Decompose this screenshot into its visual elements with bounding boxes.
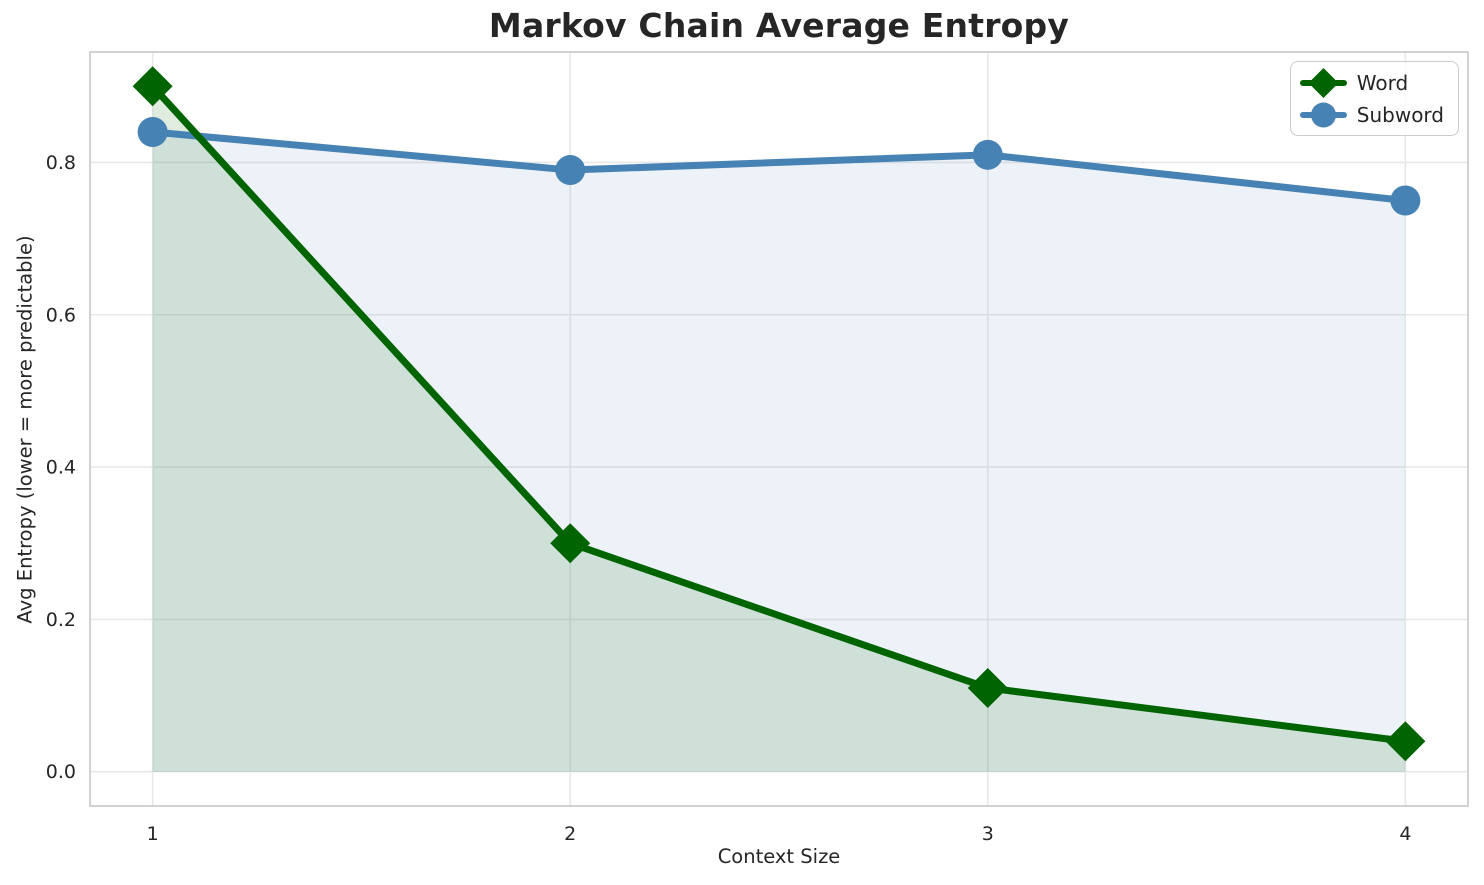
legend-circle-icon	[1310, 102, 1336, 127]
plot-border	[89, 51, 1469, 807]
series-line-subword	[149, 128, 1409, 205]
x-tick-label: 3	[982, 823, 994, 845]
y-axis-label: Avg Entropy (lower = more predictable)	[13, 234, 37, 624]
legend-item-label: Word	[1356, 70, 1409, 95]
marker-word	[132, 66, 173, 107]
chart-title: Markov Chain Average Entropy	[488, 6, 1070, 45]
marker-subword	[972, 139, 1003, 170]
marker-subword	[1390, 185, 1421, 216]
legend-diamond-icon	[1308, 67, 1339, 98]
marker-word	[967, 667, 1008, 708]
y-tick-label: 0.4	[46, 457, 76, 479]
marker-word	[550, 523, 591, 564]
plot-area	[90, 52, 1468, 806]
y-tick-label: 0.0	[46, 761, 76, 783]
y-tick-label: 0.6	[46, 304, 76, 326]
legend-marker-word	[1299, 67, 1347, 98]
series-fill-word	[152, 86, 1406, 772]
series-line-word	[149, 82, 1409, 745]
y-tick-label: 0.8	[46, 152, 76, 174]
x-tick-label: 1	[147, 823, 159, 845]
legend-item-word: Word	[1299, 67, 1444, 98]
x-tick-label: 2	[564, 823, 576, 845]
x-axis-label: Context Size	[717, 845, 841, 868]
series-fill-subword	[152, 131, 1406, 772]
legend: Word Subword	[1289, 61, 1459, 136]
legend-item-subword: Subword	[1299, 99, 1444, 130]
marker-word	[1385, 721, 1426, 762]
marker-subword	[555, 155, 586, 186]
x-tick-label: 4	[1399, 823, 1411, 845]
y-tick-label: 0.2	[46, 609, 76, 631]
y-axis-label-box: Avg Entropy (lower = more predictable)	[3, 52, 47, 806]
marker-subword	[137, 116, 168, 147]
legend-marker-subword	[1299, 102, 1347, 127]
legend-item-label: Subword	[1356, 102, 1444, 127]
